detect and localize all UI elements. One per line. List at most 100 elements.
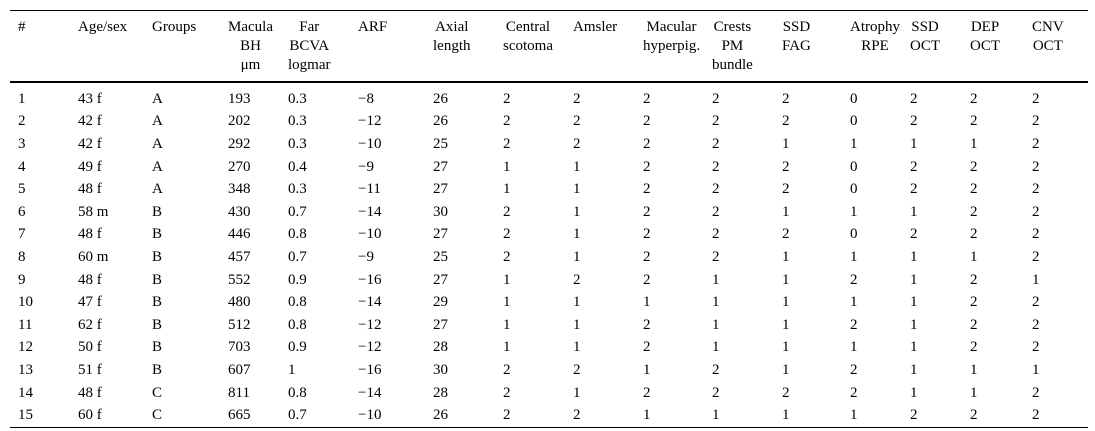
cell-num: 9 xyxy=(18,271,26,288)
cell-num: 3 xyxy=(18,135,26,152)
cell-macular-hyperpig: 1 xyxy=(643,361,651,378)
cell-age-sex: 60 m xyxy=(78,248,109,265)
column-header-block: Central scotoma xyxy=(503,18,553,56)
cell-age-sex: 43 f xyxy=(78,90,102,107)
cell-atrophy-rpe: 0 xyxy=(850,158,858,175)
table-header-row: # Age/sex Groups Macula BH μm Far BCVA logmar ARF… xyxy=(10,10,1088,83)
column-header-block: Macular hyperpig. xyxy=(643,18,700,56)
header-line: hyperpig. xyxy=(643,38,701,54)
cell-macula-bh: 480 xyxy=(228,294,251,311)
cell-axial-length: 30 xyxy=(433,361,448,378)
cell-macula-bh: 512 xyxy=(228,316,251,333)
cell-axial-length: 28 xyxy=(433,384,448,401)
cell-atrophy-rpe: 0 xyxy=(850,226,858,243)
header-line: SSD xyxy=(782,19,811,35)
header-line: CNV xyxy=(1032,19,1064,35)
cell-arf: −9 xyxy=(358,158,374,175)
cell-macula-bh: 811 xyxy=(228,384,250,401)
cell-far-bcva: 0.7 xyxy=(288,407,307,424)
cell-cnv-oct: 2 xyxy=(1032,181,1040,198)
header-line: Crests xyxy=(713,19,752,35)
table-row: 2 42 f A 202 0.3 −12 26 2 2 2 2 2 0 2 2 2 xyxy=(10,111,1088,134)
cell-central-scotoma: 2 xyxy=(503,90,511,107)
cell-age-sex: 48 f xyxy=(78,181,102,198)
cell-far-bcva: 0.7 xyxy=(288,203,307,220)
cell-ssd-fag: 1 xyxy=(782,316,790,333)
cell-ssd-oct: 1 xyxy=(910,316,918,333)
cell-central-scotoma: 2 xyxy=(503,135,511,152)
cell-macular-hyperpig: 2 xyxy=(643,113,651,130)
column-header-block: SSD OCT xyxy=(910,18,940,56)
cell-far-bcva: 0.8 xyxy=(288,294,307,311)
column-header-block: Groups xyxy=(152,18,196,37)
cell-dep-oct: 2 xyxy=(970,181,978,198)
cell-cnv-oct: 2 xyxy=(1032,316,1040,333)
cell-far-bcva: 0.3 xyxy=(288,135,307,152)
cell-dep-oct: 1 xyxy=(970,361,978,378)
table-row: 6 58 m B 430 0.7 −14 30 2 1 2 2 1 1 1 2 2 xyxy=(10,201,1088,224)
cell-arf: −11 xyxy=(358,181,381,198)
cell-axial-length: 27 xyxy=(433,158,448,175)
cell-axial-length: 28 xyxy=(433,339,448,356)
cell-central-scotoma: 2 xyxy=(503,407,511,424)
header-line: Axial xyxy=(435,19,469,35)
cell-central-scotoma: 2 xyxy=(503,361,511,378)
cell-amsler: 2 xyxy=(573,90,581,107)
cell-groups: B xyxy=(152,271,163,288)
column-header-axial-length: Axial length xyxy=(425,10,495,83)
cell-crests-pm-bundle: 1 xyxy=(712,294,720,311)
header-line: PM xyxy=(721,38,744,54)
cell-dep-oct: 2 xyxy=(970,316,978,333)
cell-arf: −16 xyxy=(358,361,382,378)
cell-macula-bh: 348 xyxy=(228,181,251,198)
cell-cnv-oct: 2 xyxy=(1032,407,1040,424)
header-line: Age/sex xyxy=(78,19,128,35)
cell-age-sex: 42 f xyxy=(78,135,102,152)
cell-amsler: 2 xyxy=(573,407,581,424)
column-header-ssd-fag: SSD FAG xyxy=(774,10,842,83)
cell-cnv-oct: 2 xyxy=(1032,226,1040,243)
column-header-age-sex: Age/sex xyxy=(70,10,144,83)
cell-groups: B xyxy=(152,294,163,311)
cell-amsler: 1 xyxy=(573,384,581,401)
header-line: bundle xyxy=(712,57,753,73)
cell-macular-hyperpig: 2 xyxy=(643,181,651,198)
cell-ssd-oct: 2 xyxy=(910,90,918,107)
cell-ssd-oct: 1 xyxy=(910,294,918,311)
cell-macula-bh: 193 xyxy=(228,90,251,107)
cell-axial-length: 27 xyxy=(433,181,448,198)
table-row: 7 48 f B 446 0.8 −10 27 2 1 2 2 2 0 2 2 2 xyxy=(10,224,1088,247)
cell-macular-hyperpig: 2 xyxy=(643,248,651,265)
cell-amsler: 2 xyxy=(573,113,581,130)
header-line: ARF xyxy=(358,19,388,35)
table-row: 15 60 f C 665 0.7 −10 26 2 2 1 1 1 1 2 2 2 xyxy=(10,404,1088,427)
cell-axial-length: 25 xyxy=(433,135,448,152)
cell-cnv-oct: 2 xyxy=(1032,248,1040,265)
cell-atrophy-rpe: 1 xyxy=(850,203,858,220)
cell-macular-hyperpig: 2 xyxy=(643,135,651,152)
cell-crests-pm-bundle: 2 xyxy=(712,226,720,243)
cell-axial-length: 27 xyxy=(433,226,448,243)
cell-atrophy-rpe: 1 xyxy=(850,248,858,265)
cell-cnv-oct: 2 xyxy=(1032,384,1040,401)
column-header-block: Age/sex xyxy=(78,18,127,37)
cell-ssd-oct: 1 xyxy=(910,384,918,401)
cell-ssd-oct: 2 xyxy=(910,226,918,243)
column-header-block: Amsler xyxy=(573,18,617,37)
cell-age-sex: 49 f xyxy=(78,158,102,175)
cell-ssd-oct: 2 xyxy=(910,181,918,198)
cell-macula-bh: 446 xyxy=(228,226,251,243)
cell-groups: B xyxy=(152,339,163,356)
cell-macular-hyperpig: 2 xyxy=(643,203,651,220)
cell-amsler: 2 xyxy=(573,271,581,288)
header-line: BH xyxy=(240,38,261,54)
cell-macular-hyperpig: 1 xyxy=(643,294,651,311)
cell-dep-oct: 1 xyxy=(970,248,978,265)
header-line: FAG xyxy=(782,38,811,54)
cell-central-scotoma: 1 xyxy=(503,294,511,311)
cell-amsler: 1 xyxy=(573,339,581,356)
cell-dep-oct: 1 xyxy=(970,384,978,401)
cell-num: 2 xyxy=(18,113,26,130)
cell-atrophy-rpe: 0 xyxy=(850,181,858,198)
table-row: 8 60 m B 457 0.7 −9 25 2 1 2 2 1 1 1 1 2 xyxy=(10,246,1088,269)
